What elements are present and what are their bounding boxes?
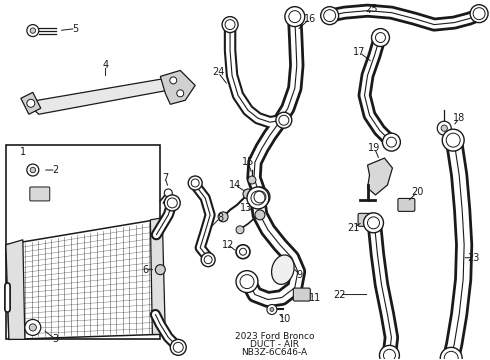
Circle shape: [30, 28, 35, 33]
Text: 24: 24: [212, 67, 224, 77]
Circle shape: [222, 17, 238, 32]
Polygon shape: [160, 71, 195, 104]
Circle shape: [170, 77, 177, 84]
Circle shape: [27, 99, 35, 107]
Text: 12: 12: [222, 240, 234, 250]
Circle shape: [164, 189, 172, 197]
Circle shape: [321, 7, 339, 24]
Polygon shape: [6, 220, 158, 339]
Circle shape: [27, 164, 39, 176]
Circle shape: [270, 307, 274, 311]
Text: 23: 23: [467, 253, 479, 263]
Polygon shape: [368, 158, 392, 195]
Text: 1: 1: [20, 147, 26, 157]
Circle shape: [267, 305, 277, 315]
Circle shape: [29, 324, 36, 331]
Text: NB3Z-6C646-A: NB3Z-6C646-A: [241, 348, 307, 357]
Polygon shape: [21, 92, 41, 114]
Circle shape: [247, 187, 269, 209]
FancyBboxPatch shape: [398, 198, 415, 211]
Polygon shape: [26, 78, 178, 114]
Text: 9: 9: [297, 270, 303, 280]
Circle shape: [155, 265, 165, 275]
Circle shape: [243, 189, 253, 199]
Circle shape: [441, 125, 447, 131]
Bar: [6, 145, 160, 339]
Text: 2: 2: [52, 165, 59, 175]
Text: DUCT - AIR: DUCT - AIR: [250, 340, 299, 349]
Polygon shape: [150, 218, 165, 334]
Circle shape: [248, 176, 256, 184]
Text: 13: 13: [240, 203, 252, 213]
Text: 15: 15: [242, 157, 254, 167]
FancyBboxPatch shape: [30, 187, 50, 201]
Circle shape: [164, 195, 180, 211]
Circle shape: [255, 210, 265, 220]
Circle shape: [201, 253, 215, 267]
Circle shape: [218, 212, 228, 222]
Circle shape: [27, 24, 39, 37]
Circle shape: [379, 345, 399, 360]
Circle shape: [442, 129, 464, 151]
Circle shape: [236, 271, 258, 293]
Ellipse shape: [271, 255, 294, 284]
Circle shape: [437, 121, 451, 135]
Circle shape: [364, 213, 384, 233]
Text: 16: 16: [304, 14, 316, 24]
Text: 25: 25: [365, 4, 378, 14]
Text: 20: 20: [411, 187, 423, 197]
Circle shape: [440, 347, 462, 360]
Text: 21: 21: [347, 223, 360, 233]
Polygon shape: [6, 240, 25, 339]
Text: 2023 Ford Bronco: 2023 Ford Bronco: [235, 332, 314, 341]
Text: 5: 5: [73, 24, 79, 33]
Text: 10: 10: [279, 314, 291, 324]
Circle shape: [383, 133, 400, 151]
Text: 19: 19: [368, 143, 381, 153]
Text: 4: 4: [102, 60, 109, 71]
Circle shape: [371, 28, 390, 46]
Text: 11: 11: [309, 293, 321, 302]
Circle shape: [30, 167, 35, 173]
Circle shape: [171, 339, 186, 355]
Text: 14: 14: [229, 180, 241, 190]
Text: 6: 6: [142, 265, 148, 275]
Circle shape: [177, 90, 184, 97]
Circle shape: [470, 5, 488, 23]
Circle shape: [25, 319, 41, 336]
Circle shape: [276, 112, 292, 128]
Circle shape: [236, 226, 244, 234]
Text: 18: 18: [453, 113, 465, 123]
Text: 3: 3: [52, 334, 59, 345]
Circle shape: [188, 176, 202, 190]
Text: 7: 7: [162, 173, 169, 183]
Text: 17: 17: [353, 48, 366, 58]
Circle shape: [250, 187, 270, 207]
FancyBboxPatch shape: [294, 288, 310, 301]
Circle shape: [285, 7, 305, 27]
Text: 8: 8: [217, 213, 223, 223]
FancyBboxPatch shape: [358, 213, 375, 226]
Text: 22: 22: [333, 289, 346, 300]
